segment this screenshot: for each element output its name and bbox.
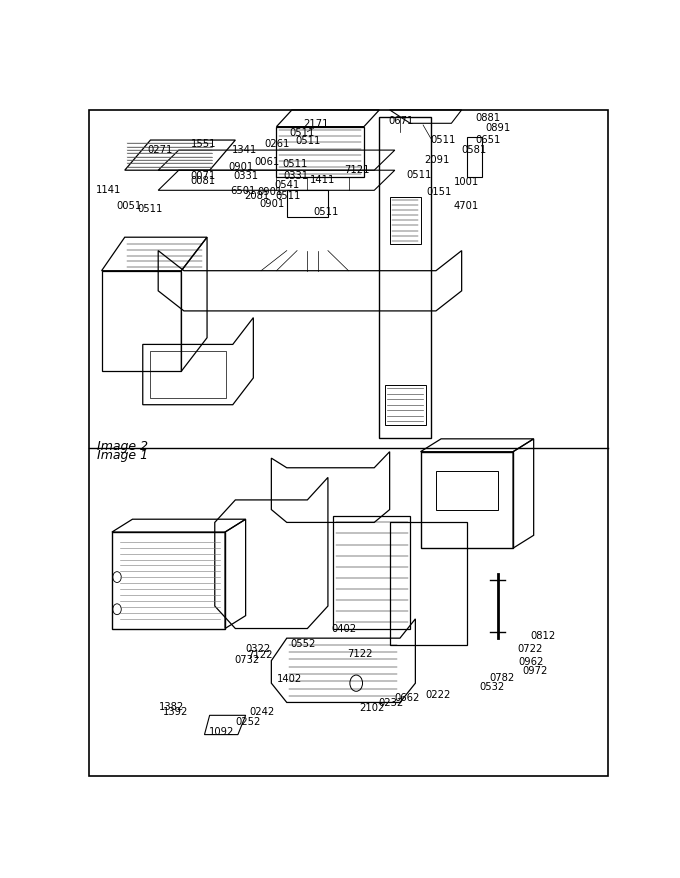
Text: 0782: 0782 xyxy=(490,672,515,682)
Text: 0242: 0242 xyxy=(250,707,275,716)
Text: 0061: 0061 xyxy=(255,156,280,167)
Text: 1402: 1402 xyxy=(277,673,303,684)
Text: 0071: 0071 xyxy=(190,171,216,181)
Text: 0511: 0511 xyxy=(296,136,321,146)
Text: 0051: 0051 xyxy=(117,200,142,211)
Text: 0222: 0222 xyxy=(425,689,450,700)
Text: 0252: 0252 xyxy=(235,716,260,726)
Text: 0151: 0151 xyxy=(426,187,452,197)
Text: 2102: 2102 xyxy=(359,702,384,712)
Text: 2091: 2091 xyxy=(424,155,449,165)
Text: 0881: 0881 xyxy=(475,112,500,122)
Text: 1382: 1382 xyxy=(158,702,184,711)
Text: 0331: 0331 xyxy=(234,170,258,180)
Text: 2171: 2171 xyxy=(304,119,329,128)
Text: 7122: 7122 xyxy=(248,649,273,658)
Text: 0511: 0511 xyxy=(137,205,163,214)
Text: 6501: 6501 xyxy=(230,186,255,196)
Text: 0901: 0901 xyxy=(228,162,254,172)
Text: 0671: 0671 xyxy=(388,116,413,126)
Text: 1001: 1001 xyxy=(454,176,479,187)
Text: 0402: 0402 xyxy=(332,623,357,633)
Text: 0722: 0722 xyxy=(517,643,543,653)
Text: 1141: 1141 xyxy=(95,184,121,194)
Text: 0532: 0532 xyxy=(479,681,505,691)
Text: 0581: 0581 xyxy=(462,145,487,155)
Text: 0732: 0732 xyxy=(234,654,259,665)
Text: 1341: 1341 xyxy=(231,145,257,155)
Text: 0901: 0901 xyxy=(259,198,284,209)
Text: 1411: 1411 xyxy=(309,175,335,184)
Text: 0081: 0081 xyxy=(190,176,216,186)
Text: 0511: 0511 xyxy=(283,159,308,169)
Text: 0891: 0891 xyxy=(486,123,511,133)
Text: 0511: 0511 xyxy=(407,170,432,180)
Text: 0271: 0271 xyxy=(147,145,173,155)
Text: 7121: 7121 xyxy=(344,164,370,175)
Text: 0511: 0511 xyxy=(276,191,301,201)
Text: 0541: 0541 xyxy=(275,179,300,190)
Text: 0261: 0261 xyxy=(264,139,290,148)
Text: 1092: 1092 xyxy=(209,726,234,736)
Text: 0511: 0511 xyxy=(290,127,315,138)
Text: 0511: 0511 xyxy=(430,135,456,145)
Text: 4701: 4701 xyxy=(454,201,479,211)
Text: 0552: 0552 xyxy=(290,638,316,648)
Text: 0232: 0232 xyxy=(379,698,404,708)
Text: 0322: 0322 xyxy=(245,644,271,654)
Text: 0662: 0662 xyxy=(394,692,420,702)
Text: 0812: 0812 xyxy=(530,630,556,640)
Text: Image 1: Image 1 xyxy=(97,449,148,461)
Text: 0901: 0901 xyxy=(258,187,283,197)
Text: 2081: 2081 xyxy=(244,191,269,201)
Text: 0331: 0331 xyxy=(283,170,308,180)
Text: 0972: 0972 xyxy=(522,665,548,675)
Text: 1551: 1551 xyxy=(190,140,216,149)
Text: 7122: 7122 xyxy=(347,648,373,658)
Text: 0962: 0962 xyxy=(518,656,543,666)
Text: 0511: 0511 xyxy=(313,207,339,217)
Text: Image 2: Image 2 xyxy=(97,440,148,452)
Text: 0651: 0651 xyxy=(475,135,500,145)
Text: 1392: 1392 xyxy=(163,707,188,716)
